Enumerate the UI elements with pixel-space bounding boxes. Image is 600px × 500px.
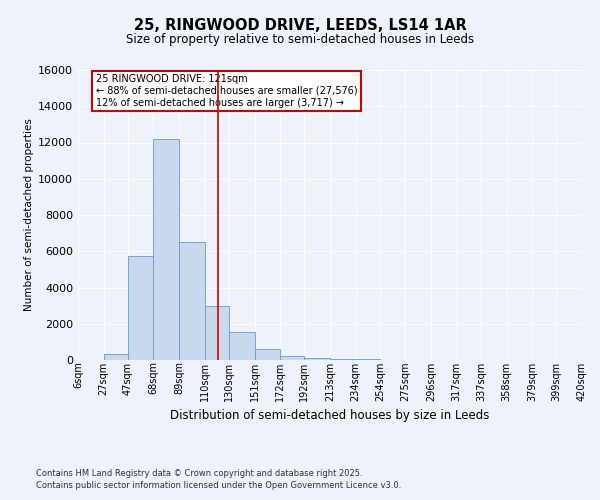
Bar	[179, 242, 205, 360]
Bar	[128, 256, 154, 360]
Bar	[205, 306, 229, 360]
Text: Size of property relative to semi-detached houses in Leeds: Size of property relative to semi-detach…	[126, 32, 474, 46]
Y-axis label: Number of semi-detached properties: Number of semi-detached properties	[24, 118, 34, 312]
Text: 25 RINGWOOD DRIVE: 121sqm
← 88% of semi-detached houses are smaller (27,576)
12%: 25 RINGWOOD DRIVE: 121sqm ← 88% of semi-…	[95, 74, 357, 108]
Bar	[280, 356, 304, 360]
Text: Contains public sector information licensed under the Open Government Licence v3: Contains public sector information licen…	[36, 481, 401, 490]
Bar	[330, 359, 356, 360]
Bar	[229, 332, 254, 360]
Bar	[304, 358, 330, 360]
X-axis label: Distribution of semi-detached houses by size in Leeds: Distribution of semi-detached houses by …	[170, 409, 490, 422]
Bar	[154, 139, 179, 360]
Text: 25, RINGWOOD DRIVE, LEEDS, LS14 1AR: 25, RINGWOOD DRIVE, LEEDS, LS14 1AR	[134, 18, 466, 32]
Bar	[104, 354, 128, 360]
Bar	[254, 349, 280, 360]
Text: Contains HM Land Registry data © Crown copyright and database right 2025.: Contains HM Land Registry data © Crown c…	[36, 468, 362, 477]
